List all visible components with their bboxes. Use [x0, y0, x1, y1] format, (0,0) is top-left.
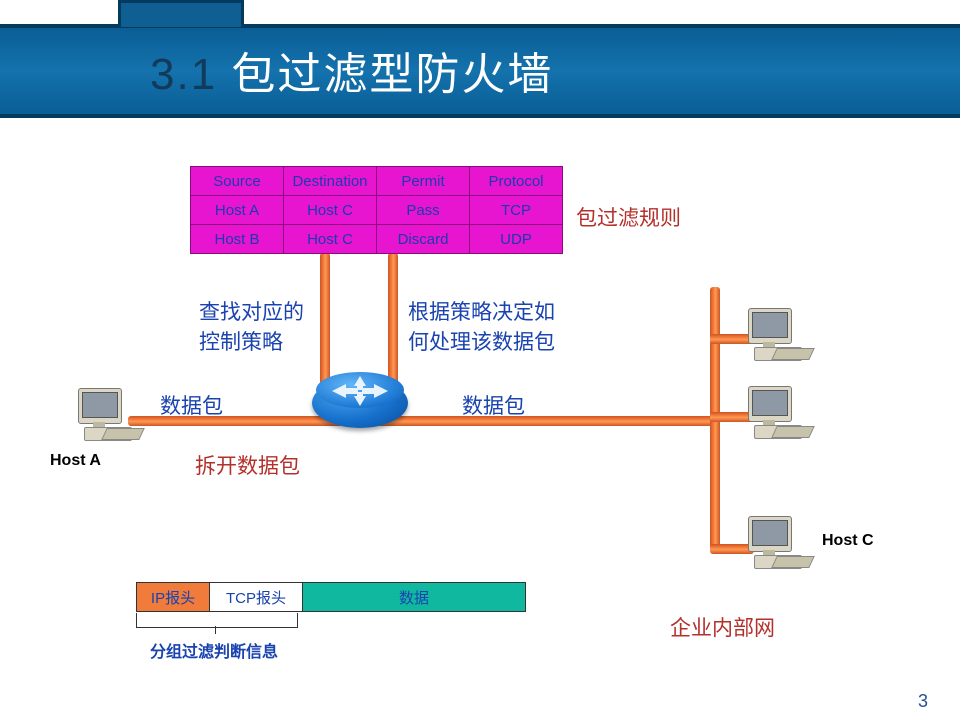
unpack-label: 拆开数据包: [195, 450, 300, 480]
cell: Pass: [377, 196, 470, 225]
page-number: 3: [918, 691, 928, 712]
computer-icon: [748, 516, 810, 568]
rules-caption: 包过滤规则: [576, 202, 681, 232]
decide-action-label: 根据策略决定如 何处理该数据包: [408, 296, 555, 356]
col-header: Destination: [284, 167, 377, 196]
pkt-data: 数据: [303, 583, 526, 612]
intranet-label: 企业内部网: [670, 612, 775, 642]
host-c-label: Host C: [822, 532, 874, 550]
brace-tick: [215, 626, 216, 634]
computer-icon: [748, 308, 810, 360]
table-row: Host A Host C Pass TCP: [191, 196, 563, 225]
cell: Host B: [191, 225, 284, 254]
host-a-label: Host A: [50, 452, 101, 470]
cell: TCP: [470, 196, 563, 225]
pkt-tcp: TCP报头: [210, 583, 303, 612]
cell: Host A: [191, 196, 284, 225]
col-header: Protocol: [470, 167, 563, 196]
cell: UDP: [470, 225, 563, 254]
computer-icon: [748, 386, 810, 438]
table-row: Host B Host C Discard UDP: [191, 225, 563, 254]
title-tab: [118, 0, 244, 27]
brace-icon: [136, 613, 298, 628]
packet-structure: IP报头 TCP报头 数据: [136, 582, 526, 612]
computer-icon: [78, 388, 140, 440]
slide-title-text: 包过滤型防火墙: [231, 50, 553, 99]
packet-left-label: 数据包: [160, 390, 223, 420]
cell: Host C: [284, 225, 377, 254]
lookup-policy-label: 查找对应的 控制策略: [199, 296, 304, 356]
col-header: Permit: [377, 167, 470, 196]
col-header: Source: [191, 167, 284, 196]
rules-table: Source Destination Permit Protocol Host …: [190, 166, 563, 254]
cell: Host C: [284, 196, 377, 225]
table-row: Source Destination Permit Protocol: [191, 167, 563, 196]
slide-title: 3.1 包过滤型防火墙: [150, 38, 553, 102]
diagram-stage: Source Destination Permit Protocol Host …: [0, 120, 960, 720]
cell: Discard: [377, 225, 470, 254]
router-icon: [312, 372, 408, 432]
slide-number-prefix: 3.1: [150, 50, 217, 99]
packet-right-label: 数据包: [462, 390, 525, 420]
pkt-ip: IP报头: [137, 583, 210, 612]
filter-info-label: 分组过滤判断信息: [150, 638, 278, 662]
title-bar: 3.1 包过滤型防火墙: [0, 24, 960, 110]
